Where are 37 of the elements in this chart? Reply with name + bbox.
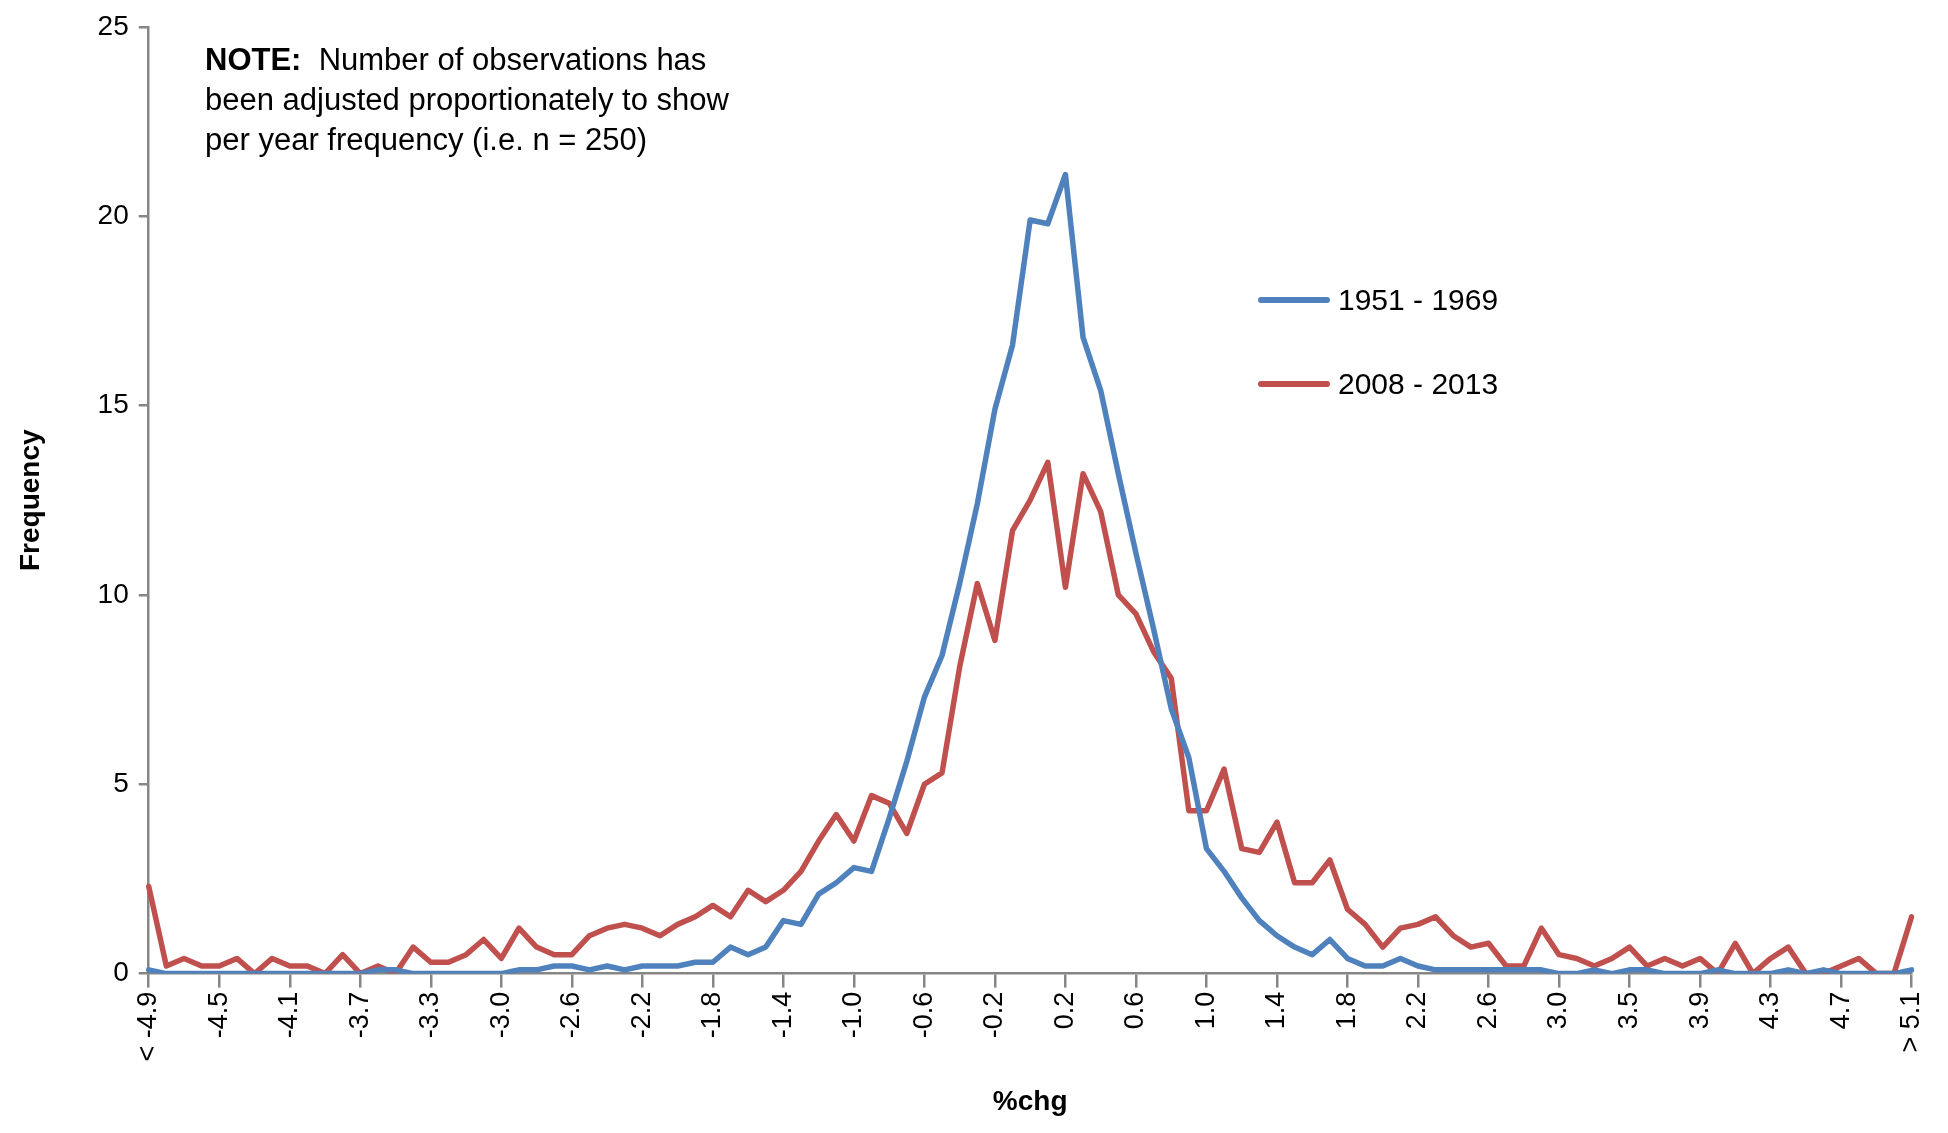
y-tick-label: 5 — [113, 766, 129, 798]
x-tick-label: -2.2 — [625, 991, 656, 1039]
y-tick-label: 10 — [97, 577, 129, 609]
x-tick-label: 3.0 — [1542, 991, 1573, 1030]
x-tick-label: 4.3 — [1754, 991, 1785, 1030]
x-tick-label: 0.6 — [1119, 991, 1150, 1030]
x-tick-label: 1.4 — [1260, 991, 1291, 1030]
x-tick-label: -0.2 — [978, 991, 1009, 1039]
y-axis-title: Frequency — [13, 428, 45, 572]
x-tick-label: 2.6 — [1471, 991, 1502, 1030]
x-tick-label: -4.1 — [273, 991, 304, 1039]
annotation: NOTE: Number of observations has been adjusted proportionately to show per year frequency (i.e. n = 250) — [205, 42, 729, 157]
legend-label: 1951 - 1969 — [1338, 283, 1499, 317]
x-tick-label: -2.6 — [555, 991, 586, 1039]
x-tick-label: 0.2 — [1048, 991, 1079, 1030]
x-tick-label: -1.0 — [837, 991, 868, 1039]
x-tick-label: 3.9 — [1683, 991, 1714, 1030]
x-tick-label: -3.0 — [484, 991, 515, 1039]
y-tick-label: 15 — [97, 388, 129, 420]
x-tick-label: -1.8 — [696, 991, 727, 1039]
x-tick-label: -1.4 — [766, 991, 797, 1039]
x-tick-label: -3.7 — [343, 991, 374, 1039]
legend-label: 2008 - 2013 — [1338, 367, 1499, 401]
x-tick-label: 4.7 — [1824, 991, 1855, 1030]
x-tick-label: -3.3 — [414, 991, 445, 1039]
x-tick-label: > 5.1 — [1895, 991, 1926, 1053]
x-tick-label: -4.5 — [202, 991, 233, 1039]
x-tick-label: -0.6 — [907, 991, 938, 1039]
x-tick-label: < -4.9 — [132, 991, 163, 1062]
x-tick-label: 2.2 — [1401, 991, 1432, 1030]
x-tick-label: 1.8 — [1330, 991, 1361, 1030]
x-tick-label: 3.5 — [1613, 991, 1643, 1030]
y-tick-label: 20 — [97, 198, 129, 230]
y-tick-label: 0 — [113, 956, 129, 988]
y-tick-label: 25 — [97, 9, 129, 41]
x-tick-label: 1.0 — [1189, 991, 1220, 1030]
x-axis-title: %chg — [992, 1084, 1068, 1116]
